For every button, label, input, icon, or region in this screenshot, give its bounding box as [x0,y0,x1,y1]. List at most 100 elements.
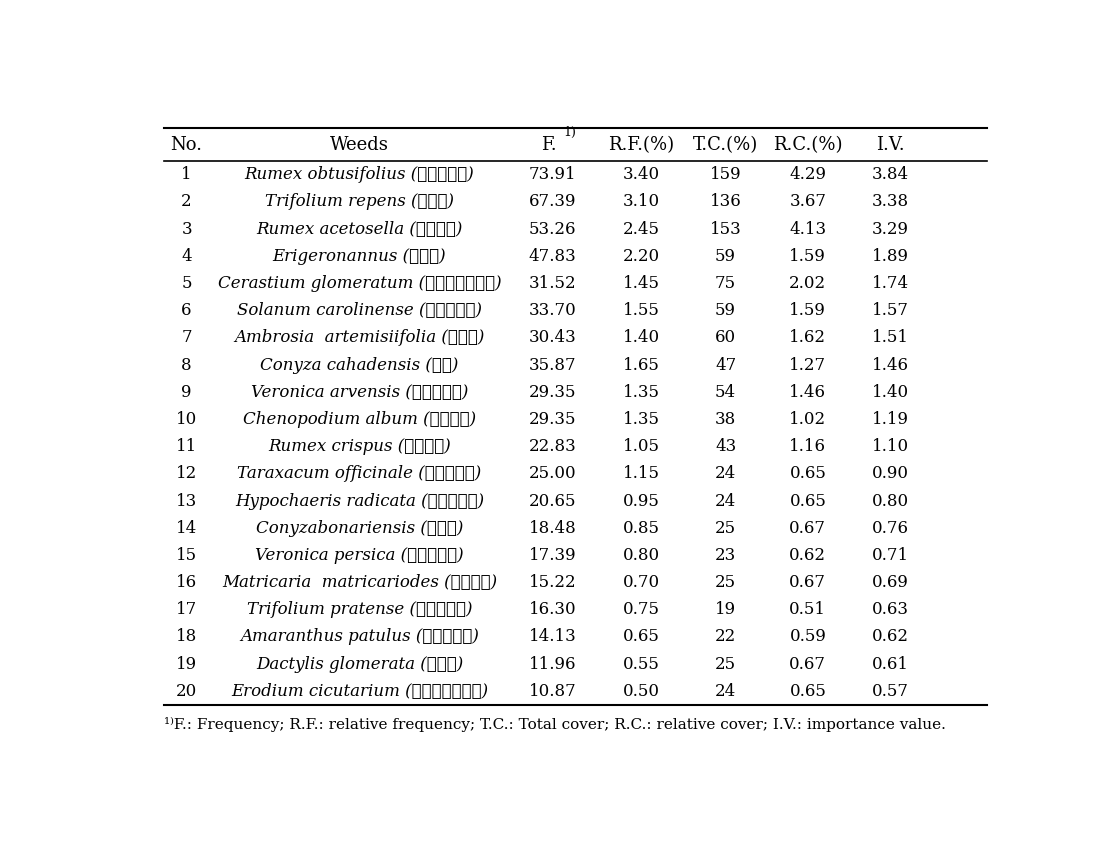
Text: 15: 15 [176,547,197,564]
Text: 1.15: 1.15 [623,465,659,483]
Text: 6: 6 [181,302,191,319]
Text: 0.50: 0.50 [623,683,659,700]
Text: Erigeronannus (개망초): Erigeronannus (개망초) [272,248,446,265]
Text: 60: 60 [714,329,737,346]
Text: 1.16: 1.16 [790,438,826,455]
Text: 3.29: 3.29 [872,220,909,237]
Text: 10.87: 10.87 [529,683,576,700]
Text: 22.83: 22.83 [529,438,576,455]
Text: 23: 23 [714,547,737,564]
Text: 43: 43 [714,438,737,455]
Text: 0.65: 0.65 [623,629,659,646]
Text: 0.55: 0.55 [623,655,659,672]
Text: 13: 13 [176,493,197,510]
Text: 0.69: 0.69 [872,574,909,591]
Text: 2.45: 2.45 [623,220,659,237]
Text: Trifolium pratense (붉은토끼풀): Trifolium pratense (붉은토끼풀) [247,602,472,619]
Text: 10: 10 [176,411,197,428]
Text: 0.51: 0.51 [790,602,826,619]
Text: 0.75: 0.75 [623,602,659,619]
Text: 0.65: 0.65 [790,683,826,700]
Text: 29.35: 29.35 [529,384,576,401]
Text: 67.39: 67.39 [529,193,576,210]
Text: 20.65: 20.65 [529,493,576,510]
Text: Veronica arvensis (선개불알풀): Veronica arvensis (선개불알풀) [251,384,468,401]
Text: 1.40: 1.40 [623,329,660,346]
Text: 29.35: 29.35 [529,411,576,428]
Text: Rumex acetosella (애기수영): Rumex acetosella (애기수영) [257,220,462,237]
Text: 53.26: 53.26 [529,220,576,237]
Text: 153: 153 [710,220,741,237]
Text: 1.05: 1.05 [623,438,659,455]
Text: 0.61: 0.61 [872,655,909,672]
Text: Trifolium repens (토끼풀): Trifolium repens (토끼풀) [265,193,453,210]
Text: 0.71: 0.71 [872,547,909,564]
Text: ¹⁾F.: Frequency; R.F.: relative frequency; T.C.: Total cover; R.C.: relative cov: ¹⁾F.: Frequency; R.F.: relative frequenc… [164,717,946,732]
Text: 4.29: 4.29 [790,166,826,183]
Text: 11.96: 11.96 [529,655,576,672]
Text: 18: 18 [176,629,197,646]
Text: 24: 24 [714,683,737,700]
Text: I.V.: I.V. [876,135,905,154]
Text: 0.85: 0.85 [623,520,659,537]
Text: Rumex obtusifolius (돌소리쟱이): Rumex obtusifolius (돌소리쟱이) [244,166,474,183]
Text: 3: 3 [181,220,192,237]
Text: 8: 8 [181,357,192,374]
Text: No.: No. [170,135,202,154]
Text: 35.87: 35.87 [529,357,576,374]
Text: 1.46: 1.46 [872,357,909,374]
Text: 1.62: 1.62 [790,329,826,346]
Text: F.: F. [541,135,556,154]
Text: 0.90: 0.90 [872,465,909,483]
Text: 25: 25 [714,655,737,672]
Text: 1.40: 1.40 [872,384,909,401]
Text: 1.74: 1.74 [872,275,909,292]
Text: 9: 9 [181,384,191,401]
Text: 19: 19 [176,655,197,672]
Text: 1.02: 1.02 [790,411,826,428]
Text: 0.62: 0.62 [872,629,909,646]
Text: 0.62: 0.62 [790,547,826,564]
Text: 1.89: 1.89 [872,248,909,265]
Text: 20: 20 [176,683,197,700]
Text: 7: 7 [181,329,192,346]
Text: 0.65: 0.65 [790,465,826,483]
Text: Conyzabonariensis (큰망초): Conyzabonariensis (큰망초) [255,520,463,537]
Text: 59: 59 [716,302,737,319]
Text: 30.43: 30.43 [529,329,576,346]
Text: Cerastium glomeratum (유럽점나도나물): Cerastium glomeratum (유럽점나도나물) [218,275,501,292]
Text: Hypochaeris radicata (서양금혼초): Hypochaeris radicata (서양금혼초) [234,493,484,510]
Text: 0.95: 0.95 [623,493,659,510]
Text: 22: 22 [714,629,737,646]
Text: 159: 159 [710,166,741,183]
Text: 1.55: 1.55 [623,302,659,319]
Text: 3.38: 3.38 [872,193,909,210]
Text: 1.35: 1.35 [623,384,659,401]
Text: 0.67: 0.67 [790,520,826,537]
Text: 0.67: 0.67 [790,574,826,591]
Text: 14: 14 [176,520,197,537]
Text: 1.57: 1.57 [872,302,909,319]
Text: 1.59: 1.59 [790,302,826,319]
Text: 1.10: 1.10 [872,438,909,455]
Text: 25.00: 25.00 [529,465,576,483]
Text: 75: 75 [714,275,737,292]
Text: 24: 24 [714,493,737,510]
Text: 2.02: 2.02 [790,275,826,292]
Text: 24: 24 [714,465,737,483]
Text: 59: 59 [716,248,737,265]
Text: Amaranthus patulus (가는털비름): Amaranthus patulus (가는털비름) [240,629,479,646]
Text: 17.39: 17.39 [529,547,576,564]
Text: 1.65: 1.65 [623,357,659,374]
Text: 2.20: 2.20 [623,248,660,265]
Text: 0.59: 0.59 [790,629,826,646]
Text: 33.70: 33.70 [529,302,576,319]
Text: 1: 1 [181,166,192,183]
Text: 73.91: 73.91 [529,166,576,183]
Text: 12: 12 [176,465,197,483]
Text: Ambrosia  artemisiifolia (돼지풀): Ambrosia artemisiifolia (돼지풀) [234,329,484,346]
Text: 11: 11 [176,438,197,455]
Text: 0.70: 0.70 [623,574,660,591]
Text: 0.76: 0.76 [872,520,909,537]
Text: Erodium cicutarium (세열유럽쥐손이): Erodium cicutarium (세열유럽쥐손이) [231,683,488,700]
